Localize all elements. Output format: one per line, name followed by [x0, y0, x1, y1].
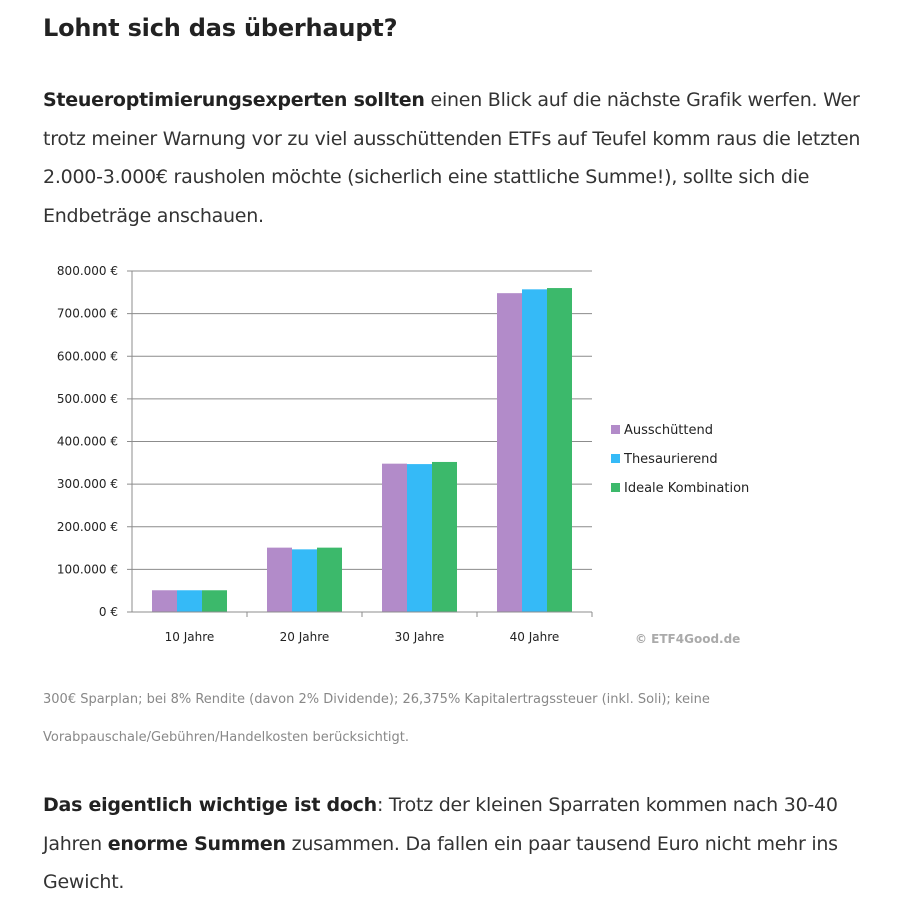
outro-text-1: : Trotz der kleinen Sparraten kommen nac…: [43, 794, 838, 855]
y-tick-label: 400.000 €: [57, 435, 118, 449]
section-heading: Lohnt sich das überhaupt?: [43, 14, 398, 42]
legend-swatch: [611, 425, 620, 434]
bar-ideale-kombination-1: [202, 590, 227, 612]
y-tick-label: 300.000 €: [57, 477, 118, 491]
bar-thesaurierend-2: [292, 549, 317, 612]
outro-bold-text-2: enorme Summen: [107, 832, 286, 855]
bar-ideale-kombination-4: [547, 288, 572, 612]
x-tick-label: 30 Jahre: [395, 630, 445, 644]
bar-ausschttend-1: [152, 590, 177, 612]
bar-thesaurierend-3: [407, 464, 432, 612]
x-tick-label: 20 Jahre: [280, 630, 330, 644]
y-tick-label: 200.000 €: [57, 520, 118, 534]
chart-legend: Ausschüttend Thesaurierend Ideale Kombinat…: [611, 423, 749, 496]
x-axis-ticks: 10 Jahre 20 Jahre 30 Jahre 40 Jahre: [165, 612, 593, 644]
y-tick-label: 500.000 €: [57, 392, 118, 406]
y-tick-label: 800.000 €: [57, 264, 118, 278]
chart-bars: [152, 288, 572, 612]
intro-bold-text: Steueroptimierungsexperten sollten: [43, 89, 425, 111]
x-tick-label: 40 Jahre: [510, 630, 560, 644]
y-tick-label: 100.000 €: [57, 562, 118, 576]
bar-thesaurierend-1: [177, 590, 202, 612]
legend-label: Ausschüttend: [624, 423, 713, 438]
bar-ausschttend-3: [382, 463, 407, 612]
chart-watermark: © ETF4Good.de: [635, 632, 740, 646]
y-tick-label: 600.000 €: [57, 349, 118, 363]
outro-bold-text-1: Das eigentlich wichtige ist doch: [43, 794, 377, 816]
legend-swatch: [611, 454, 620, 463]
bar-ideale-kombination-3: [432, 461, 457, 612]
outro-paragraph: Das eigentlich wichtige ist doch: Trotz …: [43, 786, 883, 902]
intro-paragraph: Steueroptimierungsexperten sollten einen…: [43, 81, 883, 235]
bar-ausschttend-4: [497, 293, 522, 612]
y-axis-ticks: 0 € 100.000 € 200.000 € 300.000 € 400.000 € 5…: [57, 264, 132, 619]
chart-caption: 300€ Sparplan; bei 8% Rendite (davon 2% …: [43, 692, 710, 745]
legend-label: Thesaurierend: [623, 452, 718, 467]
intro-text: einen Blick auf die nächste Grafik werfe…: [43, 89, 861, 227]
x-tick-label: 10 Jahre: [165, 630, 215, 644]
y-tick-label: 700.000 €: [57, 307, 118, 321]
bar-thesaurierend-4: [522, 289, 547, 612]
legend-swatch: [611, 483, 620, 492]
y-tick-label: 0 €: [99, 605, 118, 619]
bar-chart: 0 € 100.000 € 200.000 € 300.000 € 400.000 € 5…: [57, 264, 749, 646]
bar-ideale-kombination-2: [317, 547, 342, 612]
legend-label: Ideale Kombination: [624, 481, 749, 496]
bar-ausschttend-2: [267, 547, 292, 612]
